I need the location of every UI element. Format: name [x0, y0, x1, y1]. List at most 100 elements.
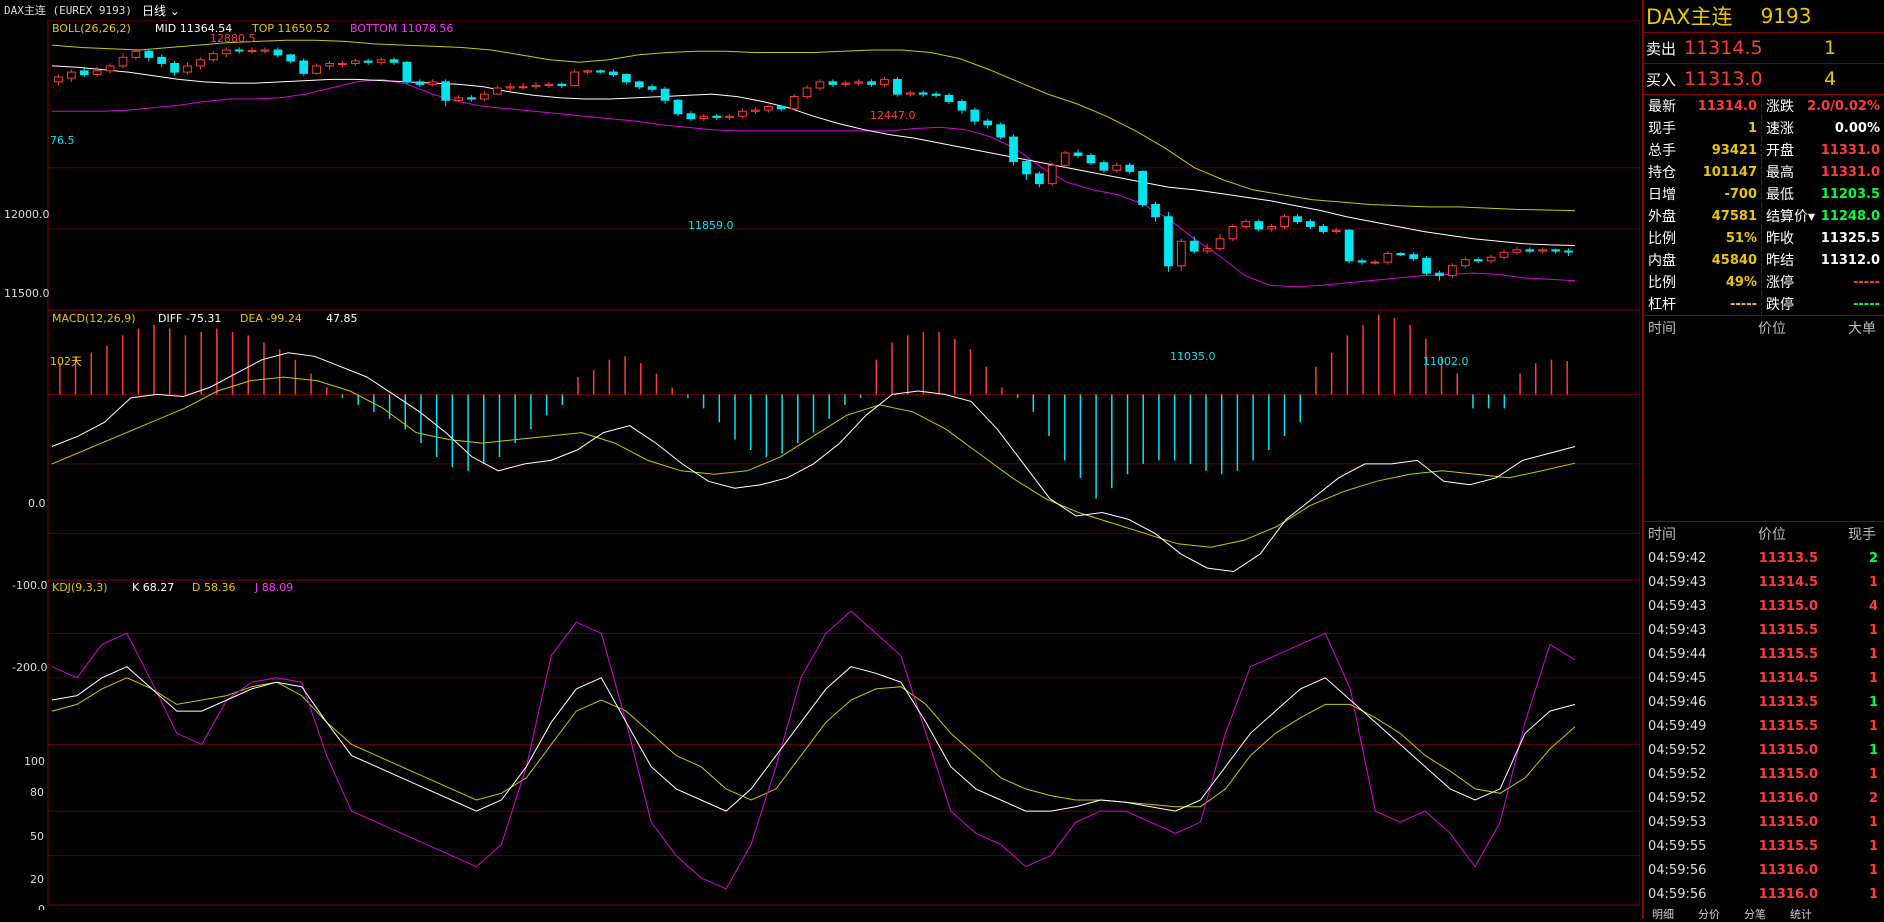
candle	[647, 86, 657, 90]
candle	[1047, 164, 1057, 185]
tab-trades[interactable]: 分笔	[1744, 908, 1766, 921]
candle	[234, 49, 244, 52]
candle	[1060, 152, 1070, 166]
candle	[531, 85, 541, 88]
stat-label: 跌停	[1766, 297, 1794, 313]
candle	[621, 74, 631, 83]
candle	[634, 81, 644, 88]
tick-price: 11316.0	[1758, 790, 1818, 806]
candle	[1525, 249, 1535, 252]
macd-dea-label: DEA -99.24	[240, 312, 302, 325]
tick-price: 11315.0	[1758, 814, 1818, 830]
candle	[467, 97, 476, 100]
stat-label: 涨跌	[1766, 99, 1794, 115]
stat-value: 11331.0	[1820, 164, 1880, 180]
macd-value-label: 47.85	[326, 312, 358, 325]
tab-price[interactable]: 分价	[1698, 908, 1720, 921]
kdj-d-label: D 58.36	[192, 581, 235, 594]
tick-time: 04:59:56	[1648, 862, 1707, 878]
bottom-tabs: 明细 分价 分笔 统计	[1652, 906, 1812, 922]
period-dropdown[interactable]: 日线 ⌄	[141, 3, 180, 18]
candle	[1164, 216, 1173, 267]
stat-label: 最新	[1648, 99, 1676, 115]
candle	[789, 96, 799, 110]
candle	[105, 65, 115, 72]
candle	[660, 88, 670, 101]
candle	[157, 56, 167, 64]
candle	[957, 100, 967, 111]
boll-mid-label: MID 11364.54	[155, 22, 232, 35]
tick-price: 11315.5	[1758, 646, 1818, 662]
quote-title: DAX主连 9193	[1644, 0, 1884, 33]
kdj-y-tick: 100	[24, 755, 45, 768]
stat-label: 比例	[1648, 275, 1676, 291]
tick-list[interactable]: 04:59:42 11313.5 2 04:59:43 11314.5 1 04:59:43…	[1644, 546, 1884, 906]
candle	[931, 93, 941, 96]
candle	[389, 59, 399, 63]
kdj-chart	[48, 610, 1640, 890]
boll-indicator-name: BOLL(26,26,2)	[52, 22, 131, 35]
tick-time: 04:59:44	[1648, 646, 1707, 662]
macd-panel-frame	[47, 309, 1640, 581]
tab-stats[interactable]: 统计	[1790, 908, 1812, 921]
candle	[1551, 249, 1561, 252]
candle	[905, 92, 915, 95]
candle	[918, 92, 928, 95]
tick-price: 11315.5	[1758, 622, 1818, 638]
tick-volume: 1	[1868, 646, 1878, 662]
tick-volume: 1	[1868, 886, 1878, 902]
kdj-y-tick: 20	[30, 873, 44, 886]
stat-cell: 比例 51%	[1644, 227, 1762, 249]
stat-value: 11314.0	[1697, 98, 1757, 114]
tick-price: 11315.5	[1758, 838, 1818, 854]
tick-time: 04:59:49	[1648, 718, 1707, 734]
top-toolbar: DAX主连 (EUREX 9193) 日线 ⌄	[0, 0, 1640, 20]
candle	[441, 81, 451, 101]
candle	[54, 76, 63, 83]
candle	[1396, 253, 1406, 256]
stat-cell: 日增 -700	[1644, 183, 1762, 205]
kdj-y-tick: 80	[30, 786, 44, 799]
buy-quote[interactable]: 买入 11313.0 4	[1644, 64, 1884, 95]
stat-cell: 速涨 0.00%	[1762, 117, 1884, 139]
stat-value: 11312.0	[1820, 252, 1880, 268]
tab-detail[interactable]: 明细	[1652, 908, 1674, 921]
candle	[1306, 221, 1315, 228]
stat-value: 49%	[1725, 274, 1757, 290]
candle	[854, 81, 864, 84]
stat-label: 总手	[1648, 143, 1676, 159]
symbol-label[interactable]: DAX主连 (EUREX 9193)	[4, 4, 132, 17]
tick-price: 11316.0	[1758, 862, 1818, 878]
candle	[144, 50, 154, 58]
kdj-panel-frame	[47, 579, 1640, 906]
candle	[1125, 164, 1135, 172]
chart-area[interactable]: BOLL(26,26,2) MID 11364.54 TOP 11650.52 …	[0, 20, 1640, 910]
tick-row: 04:59:43 11315.0 4	[1644, 594, 1884, 618]
stat-cell: 结算价▾ 11248.0	[1762, 205, 1884, 227]
candle	[725, 115, 734, 118]
tick-row: 04:59:53 11315.0 1	[1644, 810, 1884, 834]
candle	[544, 83, 554, 87]
candle	[738, 110, 747, 117]
sell-quote[interactable]: 卖出 11314.5 1	[1644, 33, 1884, 64]
sell-label: 卖出	[1646, 39, 1677, 58]
candle	[1034, 173, 1044, 185]
candle	[338, 62, 347, 65]
stat-value: -----	[1853, 274, 1880, 290]
macd-diff-line	[51, 352, 1576, 573]
candle	[1189, 240, 1199, 252]
candle	[751, 109, 760, 112]
stat-label: 速涨	[1766, 121, 1794, 137]
tick-volume: 1	[1868, 862, 1878, 878]
candle	[776, 105, 786, 110]
tick-price: 11315.0	[1758, 766, 1818, 782]
candle	[299, 60, 309, 74]
quote-panel: DAX主连 9193 卖出 11314.5 1 买入 11313.0 4 最新 1…	[1642, 0, 1884, 919]
tick-row: 04:59:52 11316.0 2	[1644, 786, 1884, 810]
annotation-low-2: 11035.0	[1170, 350, 1216, 363]
candle	[944, 94, 954, 102]
candle	[673, 99, 683, 115]
candle	[66, 71, 76, 79]
candle	[183, 65, 192, 73]
macd-indicator-name: MACD(12,26,9)	[52, 312, 136, 325]
